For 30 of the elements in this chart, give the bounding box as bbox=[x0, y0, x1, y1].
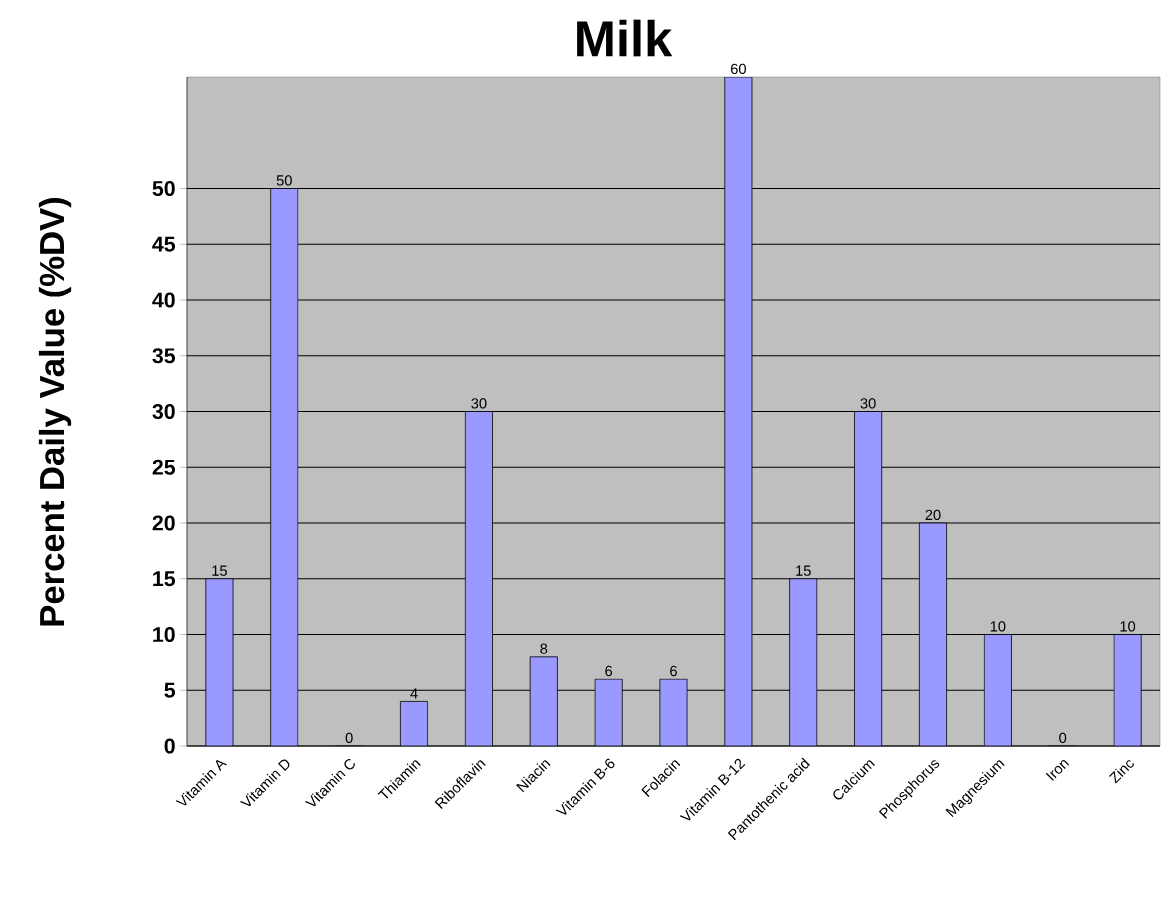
y-tick-label: 20 bbox=[152, 515, 175, 531]
y-axis-title: Percent Daily Value (%DV) bbox=[38, 197, 72, 626]
chart-title: Milk bbox=[577, 19, 673, 57]
y-tick-label: 45 bbox=[152, 236, 176, 252]
data-label: 30 bbox=[471, 398, 487, 409]
y-tick-label: 5 bbox=[164, 682, 176, 698]
x-tick-label: Zinc bbox=[1109, 760, 1134, 784]
y-tick-label: 25 bbox=[152, 459, 176, 475]
data-label: 20 bbox=[925, 509, 941, 521]
data-label: 6 bbox=[605, 665, 613, 677]
data-label: 8 bbox=[540, 643, 548, 654]
data-label: 15 bbox=[212, 565, 227, 576]
data-label: 10 bbox=[1120, 621, 1136, 632]
data-label: 15 bbox=[796, 565, 811, 576]
y-tick-label: 35 bbox=[152, 348, 176, 364]
y-tick-label: 10 bbox=[153, 626, 175, 643]
data-label: 10 bbox=[990, 621, 1006, 632]
y-tick-label: 40 bbox=[152, 292, 175, 308]
y-tick-label: 15 bbox=[153, 571, 176, 587]
y-tick-label: 0 bbox=[164, 738, 175, 754]
y-tick-label: 50 bbox=[152, 180, 175, 197]
x-tick-label: Iron bbox=[1045, 759, 1070, 781]
data-label: 0 bbox=[345, 732, 353, 744]
data-label: 50 bbox=[276, 175, 292, 186]
y-tick-label: 30 bbox=[152, 403, 175, 420]
data-label: 60 bbox=[730, 63, 746, 75]
data-label: 30 bbox=[860, 398, 876, 409]
data-label: 0 bbox=[1059, 732, 1067, 744]
data-label: 6 bbox=[670, 665, 677, 677]
data-label: 4 bbox=[410, 688, 418, 699]
